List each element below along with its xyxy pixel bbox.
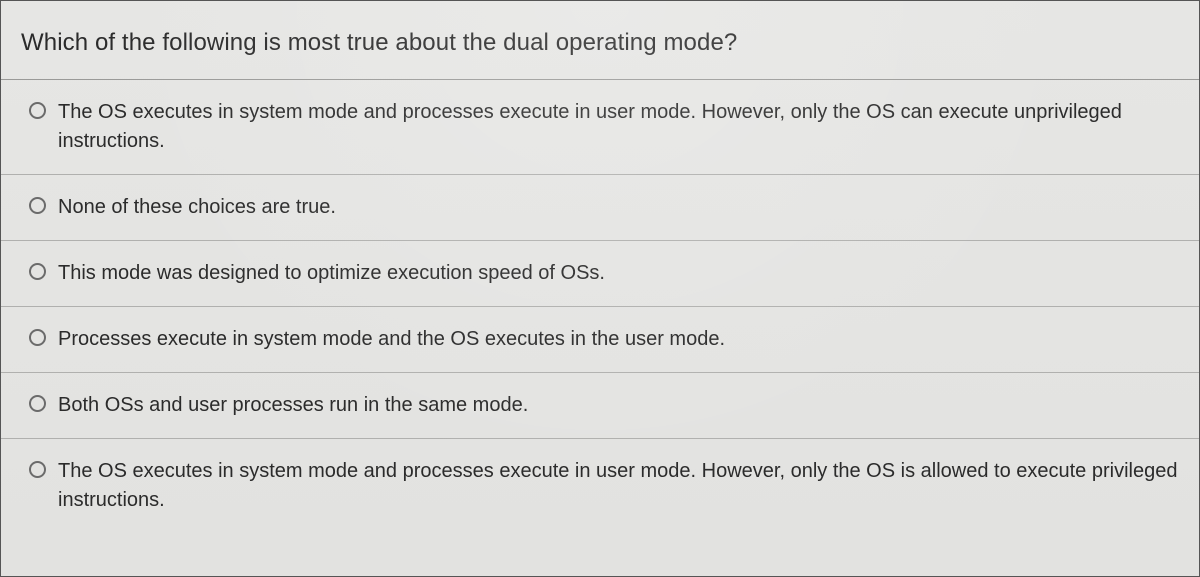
option-label: The OS executes in system mode and proce… bbox=[58, 98, 1179, 156]
option-label: None of these choices are true. bbox=[58, 193, 336, 222]
option-label: This mode was designed to optimize execu… bbox=[58, 259, 605, 288]
radio-icon[interactable] bbox=[29, 461, 46, 478]
option-row-5[interactable]: The OS executes in system mode and proce… bbox=[1, 439, 1199, 533]
option-row-1[interactable]: None of these choices are true. bbox=[1, 175, 1199, 241]
radio-icon[interactable] bbox=[29, 102, 46, 119]
question-prompt: Which of the following is most true abou… bbox=[21, 29, 1179, 57]
option-label: Both OSs and user processes run in the s… bbox=[58, 391, 528, 420]
option-row-3[interactable]: Processes execute in system mode and the… bbox=[1, 307, 1199, 373]
radio-icon[interactable] bbox=[29, 197, 46, 214]
quiz-container: Which of the following is most true abou… bbox=[0, 0, 1200, 577]
radio-icon[interactable] bbox=[29, 329, 46, 346]
option-row-4[interactable]: Both OSs and user processes run in the s… bbox=[1, 373, 1199, 439]
option-label: The OS executes in system mode and proce… bbox=[58, 457, 1179, 515]
option-label: Processes execute in system mode and the… bbox=[58, 325, 725, 354]
radio-icon[interactable] bbox=[29, 263, 46, 280]
option-row-0[interactable]: The OS executes in system mode and proce… bbox=[1, 80, 1199, 175]
options-list: The OS executes in system mode and proce… bbox=[1, 80, 1199, 533]
option-row-2[interactable]: This mode was designed to optimize execu… bbox=[1, 241, 1199, 307]
question-block: Which of the following is most true abou… bbox=[1, 1, 1199, 80]
radio-icon[interactable] bbox=[29, 395, 46, 412]
